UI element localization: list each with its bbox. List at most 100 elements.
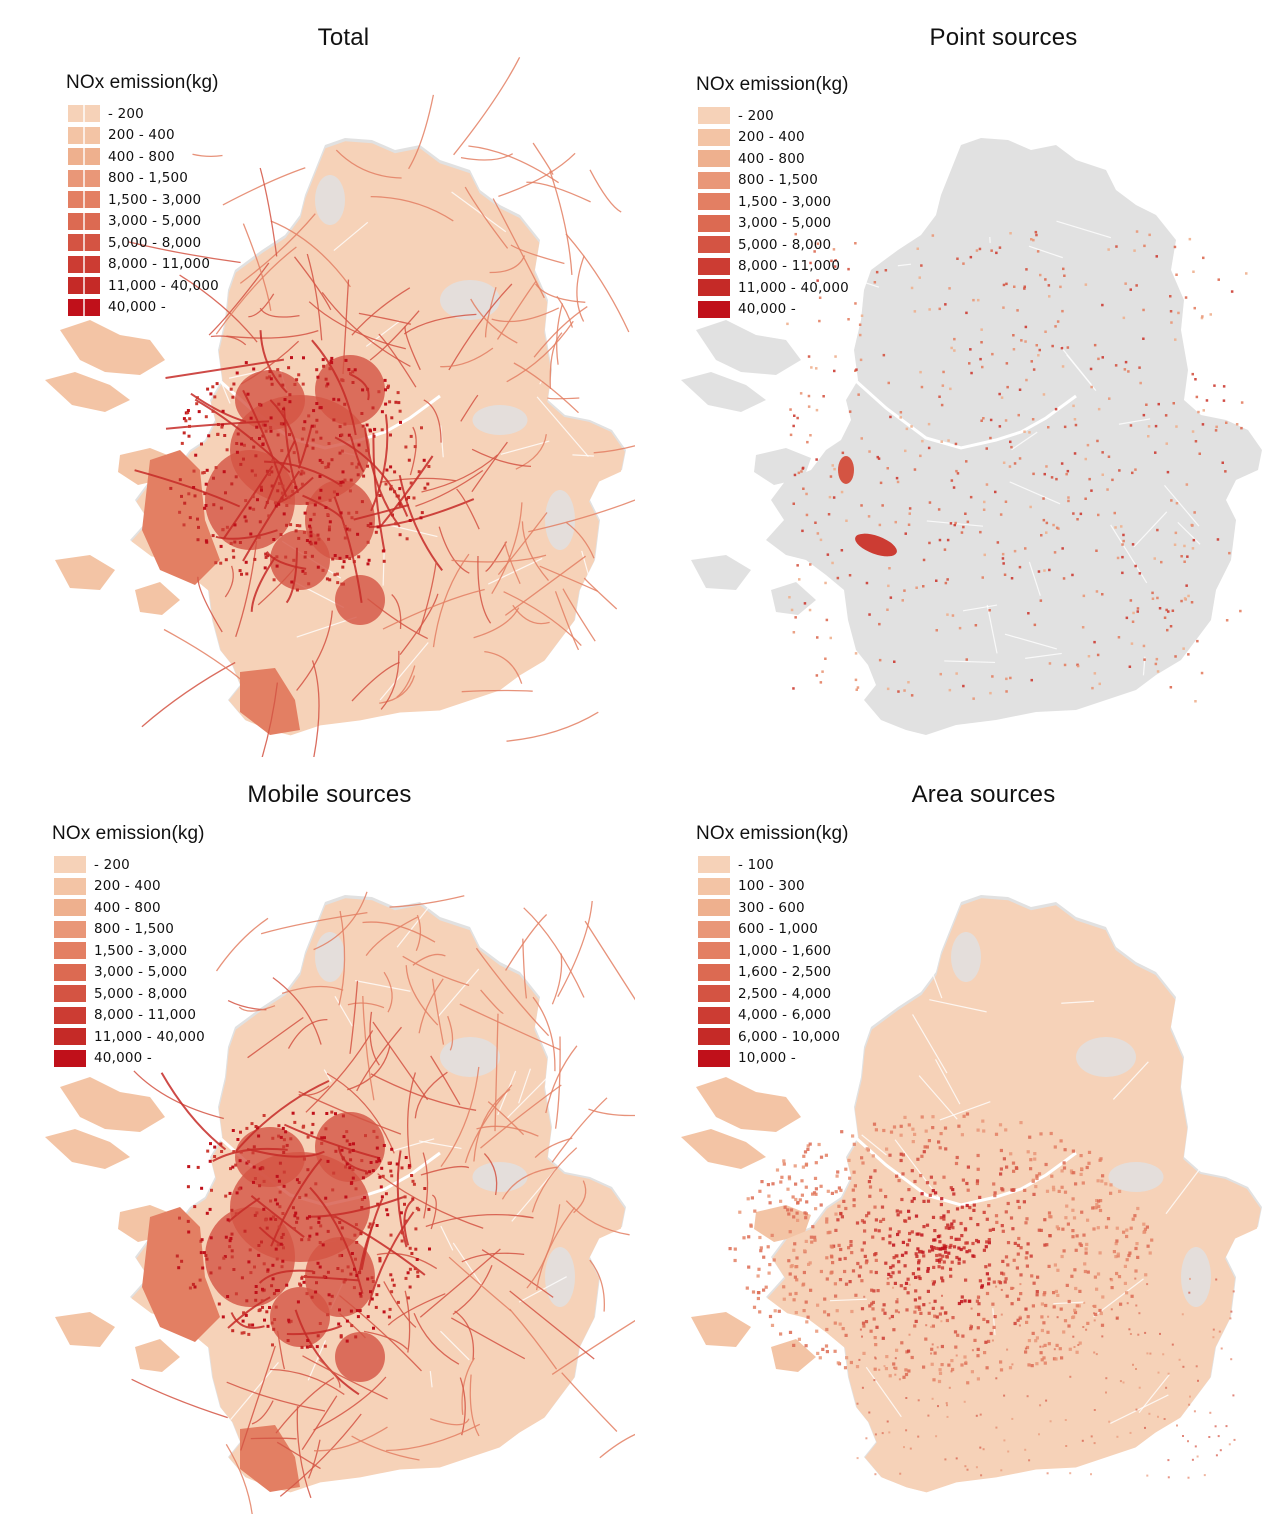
point-source <box>1101 356 1104 359</box>
district-boundary <box>452 1242 484 1288</box>
emission-cell <box>1035 1176 1039 1181</box>
urban-emission-core <box>305 480 375 560</box>
emission-cell <box>304 1193 308 1197</box>
emission-cell <box>975 1466 978 1469</box>
point-source <box>1148 233 1151 237</box>
emission-cell <box>913 1298 917 1302</box>
emission-cell <box>351 370 355 374</box>
emission-cell <box>993 1194 997 1198</box>
legend-title: NOx emission(kg) <box>696 823 849 844</box>
emission-cell <box>1085 1328 1088 1331</box>
road-segment <box>287 1018 328 1049</box>
emission-cell <box>1006 1201 1010 1206</box>
emission-cell <box>931 1248 935 1252</box>
point-source <box>1037 570 1041 573</box>
emission-cell <box>213 1155 217 1158</box>
emission-cell <box>351 1168 355 1172</box>
emission-cell <box>943 1311 948 1315</box>
emission-cell <box>767 1194 771 1198</box>
emission-cell <box>899 1472 902 1475</box>
emission-cell <box>316 375 320 379</box>
point-source <box>1010 577 1014 580</box>
emission-cell <box>187 1165 191 1169</box>
emission-cell <box>932 1265 936 1269</box>
point-source <box>1136 607 1140 610</box>
emission-cell <box>957 1124 961 1128</box>
emission-cell <box>253 1177 257 1180</box>
emission-cell <box>372 1326 375 1330</box>
emission-cell <box>888 1227 892 1231</box>
road-segment <box>483 1153 498 1196</box>
emission-cell <box>1167 1459 1170 1462</box>
legend-swatch <box>54 942 86 960</box>
emission-cell <box>391 1278 394 1282</box>
emission-cell <box>1031 1304 1035 1308</box>
point-source <box>1195 395 1199 399</box>
emission-cell <box>397 401 401 405</box>
emission-cell <box>1042 1345 1045 1348</box>
point-source <box>954 521 957 525</box>
emission-cell <box>1122 1381 1125 1384</box>
legend-item: 40,000 - <box>66 297 219 319</box>
legend-label: 5,000 - 8,000 <box>738 236 832 253</box>
emission-cell <box>378 1256 382 1260</box>
emission-cell <box>228 1191 232 1195</box>
emission-cell <box>309 1226 313 1230</box>
emission-cell <box>824 1153 828 1157</box>
emission-cell <box>412 496 416 500</box>
legend-label: 2,500 - 4,000 <box>738 985 832 1002</box>
emission-cell <box>242 443 246 447</box>
road-segment <box>450 1317 526 1360</box>
road-segment <box>512 604 550 625</box>
emission-cell <box>969 1325 973 1329</box>
road-segment <box>296 1406 312 1499</box>
district-boundary <box>440 1330 470 1361</box>
emission-cell <box>830 1255 834 1259</box>
point-source <box>818 296 822 299</box>
emission-cell <box>193 494 197 498</box>
emission-cell <box>834 1190 838 1194</box>
emission-cell <box>895 1209 899 1213</box>
emission-cell <box>208 1159 212 1163</box>
emission-cell <box>1025 1217 1029 1221</box>
emission-cell <box>1063 1148 1067 1152</box>
point-source <box>859 358 863 362</box>
emission-cell <box>325 384 329 388</box>
emission-cell <box>924 1129 928 1133</box>
emission-cell <box>271 1136 275 1140</box>
legend-item: 1,600 - 2,500 <box>696 962 849 984</box>
emission-cell <box>969 1216 973 1221</box>
emission-cell <box>245 1299 249 1303</box>
emission-cell <box>1049 1131 1053 1136</box>
point-source <box>1009 232 1012 235</box>
road-segment <box>372 432 386 552</box>
district-boundary <box>437 968 480 1017</box>
emission-cell <box>377 390 381 394</box>
emission-cell <box>343 478 347 482</box>
emission-cell <box>349 1181 353 1185</box>
emission-cell <box>224 1235 228 1239</box>
emission-cell <box>975 1414 978 1417</box>
emission-cell <box>999 1360 1003 1364</box>
emission-cell <box>892 1256 896 1260</box>
point-source <box>1197 410 1200 414</box>
emission-cell <box>1196 1455 1199 1458</box>
emission-cell <box>847 1158 851 1162</box>
point-source <box>1216 538 1220 541</box>
emission-cell <box>224 1194 228 1198</box>
base-emission-area <box>131 898 625 1493</box>
emission-cell <box>305 1292 309 1296</box>
emission-cell <box>844 1167 848 1171</box>
emission-cell <box>892 1362 896 1366</box>
emission-cell <box>759 1246 763 1250</box>
emission-cell <box>1042 1321 1046 1325</box>
emission-cell <box>792 1248 796 1252</box>
road-segment <box>369 1011 380 1066</box>
emission-cell <box>326 465 330 469</box>
emission-cell <box>971 1241 975 1246</box>
emission-cell <box>928 1302 931 1305</box>
point-source <box>1174 655 1177 658</box>
emission-cell <box>375 1135 379 1139</box>
road-segment <box>208 262 270 336</box>
emission-cell <box>292 1227 296 1231</box>
